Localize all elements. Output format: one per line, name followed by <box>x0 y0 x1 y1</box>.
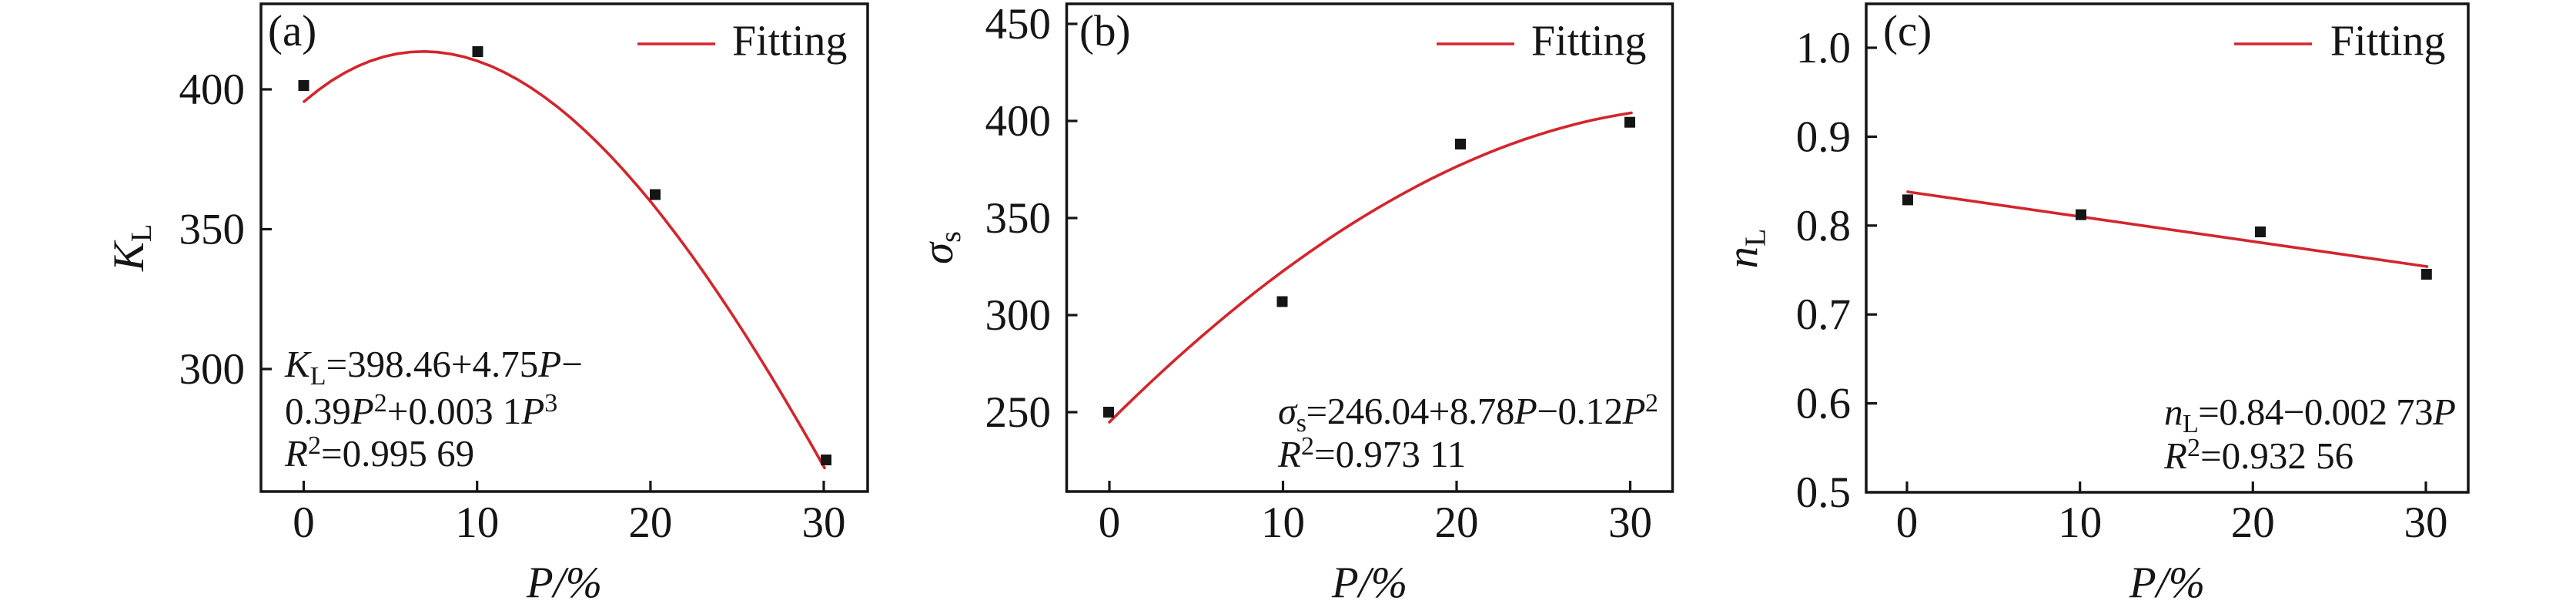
svg-text:P/%: P/% <box>2129 559 2205 607</box>
svg-text:20: 20 <box>2231 498 2275 547</box>
svg-text:R2=0.995 69: R2=0.995 69 <box>284 431 474 475</box>
svg-text:30: 30 <box>802 498 846 547</box>
svg-text:P/%: P/% <box>526 559 602 607</box>
svg-text:0.39P2+0.003 1P3: 0.39P2+0.003 1P3 <box>285 389 557 432</box>
svg-text:0.8: 0.8 <box>1796 202 1851 250</box>
svg-text:0: 0 <box>1896 498 1919 547</box>
svg-text:nL=0.84−0.002 73P: nL=0.84−0.002 73P <box>2164 391 2455 438</box>
svg-text:0: 0 <box>1099 498 1121 547</box>
svg-text:250: 250 <box>985 388 1052 437</box>
svg-text:20: 20 <box>1435 498 1479 547</box>
svg-text:300: 300 <box>985 291 1052 340</box>
svg-text:Fitting: Fitting <box>1531 18 1646 65</box>
svg-text:450: 450 <box>985 0 1052 49</box>
svg-text:0: 0 <box>293 498 315 547</box>
svg-text:0.9: 0.9 <box>1796 112 1851 161</box>
svg-text:400: 400 <box>179 65 246 114</box>
svg-text:20: 20 <box>628 498 672 547</box>
svg-text:R2=0.973 11: R2=0.973 11 <box>1277 432 1466 475</box>
svg-text:(b): (b) <box>1079 7 1130 55</box>
svg-text:350: 350 <box>179 206 246 254</box>
svg-text:σs: σs <box>914 231 967 264</box>
svg-text:0.7: 0.7 <box>1796 290 1851 339</box>
svg-text:P/%: P/% <box>1331 559 1407 607</box>
svg-text:1.0: 1.0 <box>1796 24 1851 72</box>
svg-text:400: 400 <box>985 97 1052 146</box>
svg-text:KL: KL <box>105 224 158 272</box>
svg-text:KL=398.46+4.75P−: KL=398.46+4.75P− <box>284 343 583 391</box>
svg-text:R2=0.932 56: R2=0.932 56 <box>2163 434 2354 477</box>
svg-text:(c): (c) <box>1883 7 1932 55</box>
svg-text:Fitting: Fitting <box>732 18 847 65</box>
svg-text:0.6: 0.6 <box>1796 380 1851 428</box>
svg-text:30: 30 <box>2404 498 2448 547</box>
svg-text:30: 30 <box>1608 498 1652 547</box>
svg-text:350: 350 <box>985 194 1052 243</box>
svg-text:Fitting: Fitting <box>2330 18 2445 65</box>
svg-text:10: 10 <box>1261 498 1305 547</box>
svg-text:σs=246.04+8.78P−0.12P2: σs=246.04+8.78P−0.12P2 <box>1278 389 1658 438</box>
svg-text:10: 10 <box>455 498 499 547</box>
svg-text:0.5: 0.5 <box>1796 468 1851 517</box>
svg-text:nL: nL <box>1719 229 1772 269</box>
svg-text:10: 10 <box>2058 498 2102 547</box>
svg-text:(a): (a) <box>268 7 316 55</box>
svg-text:300: 300 <box>179 345 246 394</box>
